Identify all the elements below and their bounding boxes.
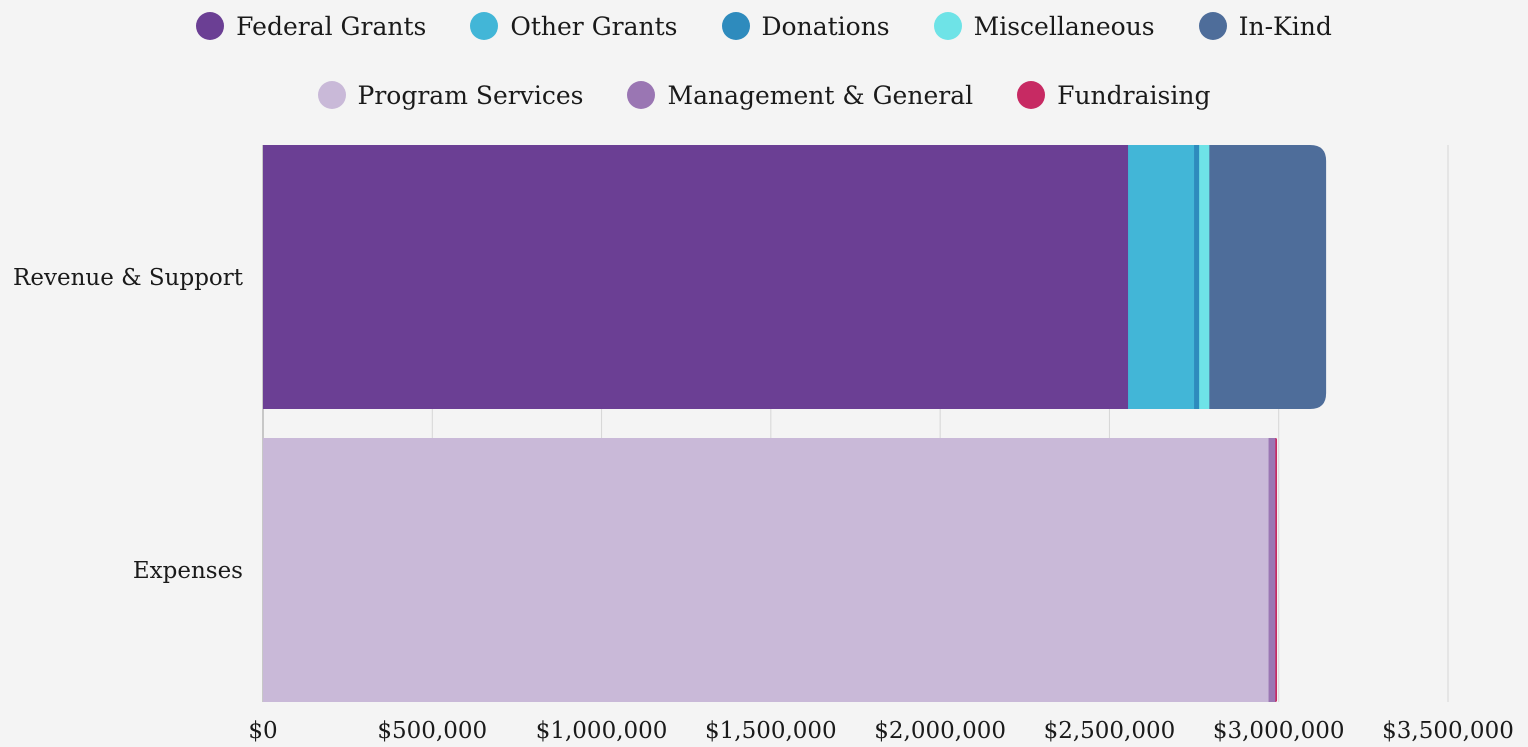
legend-swatch-management-and-general bbox=[627, 81, 656, 109]
bar-expenses-program-services bbox=[263, 438, 1270, 702]
category-label-revenue-and-support: Revenue & Support bbox=[13, 265, 244, 291]
legend-label: Donations bbox=[761, 11, 890, 41]
legend-row-1: Federal Grants Other Grants Donations Misce… bbox=[0, 8, 1528, 44]
bar-revenue-and-support-in-kind bbox=[1209, 145, 1327, 409]
x-tick-label-7: $3,500,000 bbox=[1382, 718, 1514, 744]
bar-expenses-fundraising bbox=[1275, 438, 1278, 702]
legend-label: Federal Grants bbox=[236, 11, 427, 41]
x-tick-label-6: $3,000,000 bbox=[1213, 718, 1345, 744]
bar-revenue-and-support-donations bbox=[1194, 145, 1200, 409]
x-tick-label-3: $1,500,000 bbox=[705, 718, 837, 744]
legend-swatch-in-kind bbox=[1198, 12, 1227, 40]
legend-swatch-donations bbox=[721, 12, 750, 40]
x-tick-label-4: $2,000,000 bbox=[874, 718, 1006, 744]
legend-label: Program Services bbox=[357, 80, 584, 110]
legend-label: In-Kind bbox=[1238, 11, 1332, 41]
legend-swatch-program-services bbox=[317, 81, 346, 109]
legend-row-2: Program Services Management & General Fund… bbox=[0, 77, 1528, 113]
legend-item-donations[interactable]: Donations bbox=[721, 11, 890, 41]
x-tick-label-5: $2,500,000 bbox=[1044, 718, 1176, 744]
category-label-expenses: Expenses bbox=[133, 558, 243, 584]
legend-swatch-federal-grants bbox=[196, 12, 225, 40]
bar-revenue-and-support-federal-grants bbox=[263, 145, 1129, 409]
x-tick-label-2: $1,000,000 bbox=[536, 718, 668, 744]
legend-label: Management & General bbox=[667, 80, 974, 110]
legend-item-fundraising[interactable]: Fundraising bbox=[1017, 81, 1210, 110]
legend-item-federal-grants[interactable]: Federal Grants bbox=[196, 12, 426, 41]
legend-label: Fundraising bbox=[1057, 80, 1211, 110]
x-tick-label-1: $500,000 bbox=[377, 718, 487, 744]
legend-swatch-miscellaneous bbox=[933, 12, 962, 40]
legend-item-in-kind[interactable]: In-Kind bbox=[1198, 11, 1332, 41]
bar-revenue-and-support-miscellaneous bbox=[1199, 145, 1210, 409]
legend-swatch-other-grants bbox=[470, 12, 499, 40]
x-tick-label-0: $0 bbox=[248, 718, 277, 744]
legend-item-program-services[interactable]: Program Services bbox=[317, 80, 584, 110]
legend-swatch-fundraising bbox=[1017, 81, 1046, 109]
legend-item-other-grants[interactable]: Other Grants bbox=[470, 11, 678, 41]
legend-label: Other Grants bbox=[510, 11, 678, 41]
legend-label: Miscellaneous bbox=[973, 11, 1155, 41]
legend-item-management-and-general[interactable]: Management & General bbox=[627, 81, 973, 110]
legend-item-miscellaneous[interactable]: Miscellaneous bbox=[933, 11, 1155, 41]
bar-revenue-and-support-other-grants bbox=[1128, 145, 1195, 409]
bar-expenses-management-and-general bbox=[1268, 438, 1276, 702]
